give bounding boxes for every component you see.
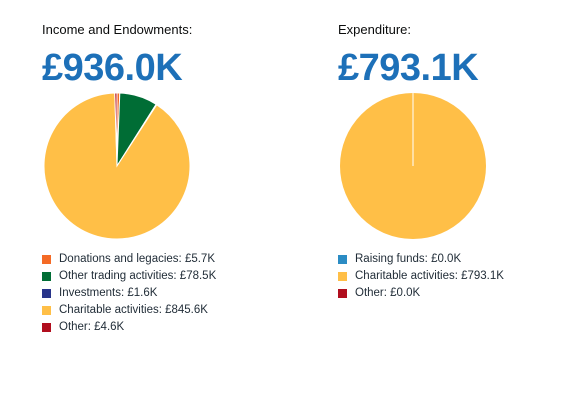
income-pie-chart — [43, 92, 191, 240]
income-title: Income and Endowments: — [42, 22, 193, 37]
income-panel: Income and Endowments: £936.0K Donations… — [42, 22, 282, 336]
legend-item: Other: £4.6K — [42, 319, 282, 336]
legend-label: Other: £4.6K — [59, 321, 125, 333]
legend-label: Raising funds: £0.0K — [355, 253, 462, 265]
legend-label: Charitable activities: £793.1K — [355, 270, 504, 282]
legend-item: Charitable activities: £793.1K — [338, 268, 567, 285]
expenditure-total: £793.1K — [338, 47, 479, 89]
legend-swatch — [42, 272, 51, 281]
legend-swatch — [338, 255, 347, 264]
expenditure-pie-chart — [340, 93, 486, 239]
income-total: £936.0K — [42, 47, 183, 89]
legend-label: Other trading activities: £78.5K — [59, 270, 217, 282]
legend-item: Raising funds: £0.0K — [338, 251, 567, 268]
legend-swatch — [42, 289, 51, 298]
legend-swatch — [338, 289, 347, 298]
legend-label: Donations and legacies: £5.7K — [59, 253, 215, 265]
legend-label: Other: £0.0K — [355, 287, 421, 299]
expenditure-panel: Expenditure: £793.1K Raising funds: £0.0… — [338, 22, 567, 302]
income-legend: Donations and legacies: £5.7K Other tradi… — [42, 251, 282, 336]
legend-label: Charitable activities: £845.6K — [59, 304, 208, 316]
legend-swatch — [42, 323, 51, 332]
legend-swatch — [338, 272, 347, 281]
expenditure-legend: Raising funds: £0.0K Charitable activitie… — [338, 251, 567, 302]
legend-swatch — [42, 306, 51, 315]
legend-item: Investments: £1.6K — [42, 285, 282, 302]
legend-item: Other trading activities: £78.5K — [42, 268, 282, 285]
legend-item: Charitable activities: £845.6K — [42, 302, 282, 319]
legend-item: Other: £0.0K — [338, 285, 567, 302]
pie-slice — [114, 92, 118, 167]
legend-item: Donations and legacies: £5.7K — [42, 251, 282, 268]
expenditure-title: Expenditure: — [338, 22, 411, 37]
legend-label: Investments: £1.6K — [59, 287, 158, 299]
legend-swatch — [42, 255, 51, 264]
